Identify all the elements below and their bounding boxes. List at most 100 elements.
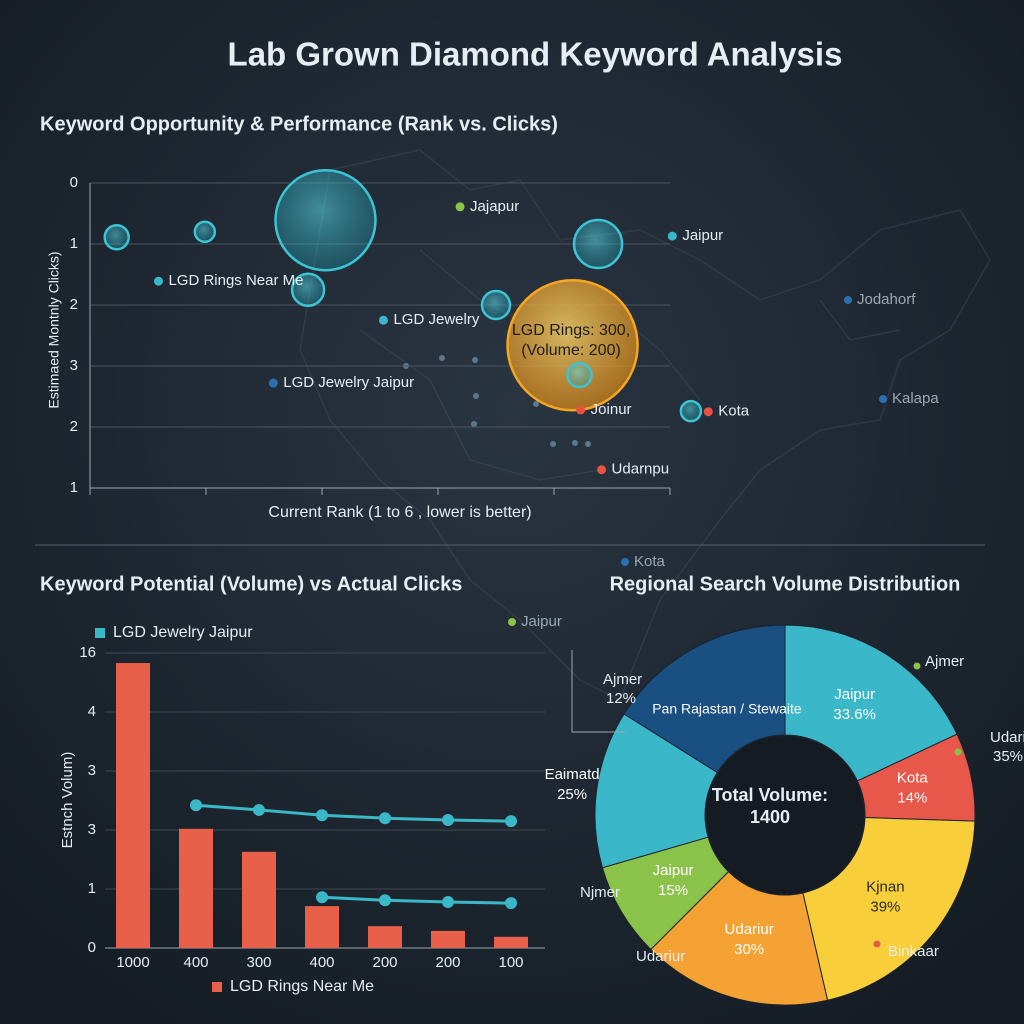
point — [703, 407, 713, 417]
y-tick-label: 1 — [88, 880, 96, 897]
y-tick-label: 2 — [70, 296, 78, 313]
point-label: Jajapur — [470, 198, 519, 215]
line-point — [316, 809, 328, 822]
map-dot — [879, 395, 887, 403]
slice-label: Jaipur — [653, 862, 694, 879]
line — [321, 895, 512, 905]
y-tick-label: 4 — [88, 703, 96, 720]
y-tick-label: 3 — [88, 821, 96, 838]
x-tick-label: 200 — [435, 954, 460, 971]
bar — [116, 663, 150, 948]
callout-value: 12% — [606, 690, 636, 707]
y-tick-label: 2 — [70, 418, 78, 435]
legend-label: LGD Jewelry Jaipur — [113, 624, 253, 641]
y-tick-label: 0 — [88, 939, 96, 956]
callout-bracket — [571, 650, 625, 733]
slice-value: 15% — [658, 882, 688, 899]
legend-label: LGD Rings Near Me — [230, 978, 374, 995]
point — [576, 405, 586, 415]
callout-label: Njmer — [580, 884, 620, 901]
chart-title: Keyword Potential (Volume) vs Actual Cli… — [40, 573, 462, 595]
bubble — [566, 361, 593, 389]
point — [153, 276, 163, 286]
point — [268, 378, 278, 388]
x-tick-label: 300 — [246, 954, 271, 971]
bubble — [290, 272, 326, 307]
slice-label: Kjnan — [866, 879, 904, 896]
slice-value: 25% — [557, 786, 587, 803]
point — [667, 231, 677, 241]
center-label: Total Volume: — [712, 785, 828, 805]
x-tick-label: 200 — [372, 954, 397, 971]
line-point — [253, 803, 265, 816]
callout-dot — [690, 946, 698, 954]
point-label: Joinur — [591, 401, 632, 418]
point-label: Kota — [718, 403, 750, 420]
slice-label: Jaipur — [834, 686, 875, 703]
line-point — [442, 895, 454, 908]
bar — [305, 906, 339, 948]
y-tick-label: 3 — [70, 357, 78, 374]
line — [195, 803, 512, 823]
point — [455, 202, 465, 212]
callout-dot — [873, 940, 881, 948]
x-tick-label: 400 — [309, 954, 334, 971]
bubble — [506, 279, 639, 412]
point-label: Udarnpu — [612, 461, 670, 478]
bar — [494, 936, 528, 948]
line-point — [316, 891, 328, 904]
bubble — [679, 399, 703, 423]
slice-value: 33.6% — [833, 706, 876, 723]
y-axis-label: Estnch Volum) — [59, 752, 76, 849]
donut-hole — [706, 736, 864, 894]
annotation: LGD Rings: 300, — [512, 322, 630, 339]
x-tick-label: 1000 — [116, 954, 149, 971]
bar — [179, 828, 213, 948]
point — [597, 465, 607, 475]
point-label: LGD Rings Near Me — [168, 272, 303, 289]
pie-slice — [802, 817, 976, 1001]
bar — [431, 930, 465, 948]
x-axis-label: Current Rank (1 to 6 , lower is better) — [268, 504, 531, 521]
bubble — [103, 224, 130, 251]
slice-value: 39% — [870, 899, 900, 916]
map-dot — [508, 618, 516, 626]
line-point — [505, 815, 517, 828]
map-dot — [844, 296, 852, 304]
callout-label: Udariur — [990, 729, 1024, 746]
y-tick-label: 16 — [79, 644, 96, 661]
pie-slice — [623, 624, 786, 774]
slice-label: Pan Rajastan / Stewaite — [652, 701, 802, 717]
slice-label: Kota — [897, 770, 929, 787]
y-tick-label: 3 — [88, 762, 96, 779]
bar — [368, 926, 402, 948]
y-tick-label: 1 — [70, 235, 78, 252]
map-dot — [621, 558, 629, 566]
callout-label: Udariur — [636, 948, 685, 965]
point-label: Jaipur — [682, 227, 723, 244]
callout-label: Ajmer — [603, 671, 642, 688]
page-title: Lab Grown Diamond Keyword Analysis — [228, 36, 843, 73]
line-point — [379, 812, 391, 825]
map-label: Kalapa — [892, 390, 939, 407]
bar — [242, 851, 276, 948]
point-label: LGD Jewelry — [393, 311, 479, 328]
legend-swatch — [95, 628, 105, 638]
callout-dot — [954, 748, 962, 756]
line-point — [379, 894, 391, 907]
bubble — [480, 289, 512, 321]
line-point — [505, 897, 517, 910]
callout-dot — [913, 662, 921, 670]
y-tick-label: 1 — [70, 479, 78, 496]
slice-value: 14% — [897, 790, 927, 807]
pie-slice — [650, 870, 829, 1006]
x-tick-label: 100 — [498, 954, 523, 971]
map-label: Jodahorf — [857, 291, 916, 308]
map-label: Kota — [634, 553, 666, 570]
map-label: Jaipur — [521, 613, 562, 630]
bubble — [274, 168, 377, 272]
slice-label: Eaimatd — [545, 766, 600, 783]
point — [378, 315, 388, 325]
